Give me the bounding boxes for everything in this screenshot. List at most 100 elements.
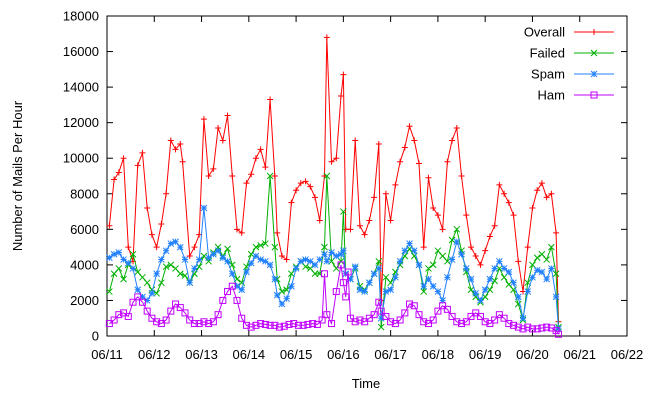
data-point-failed (453, 225, 461, 233)
data-point-overall (257, 146, 264, 153)
data-point-ham (552, 327, 560, 335)
series-line-spam (109, 207, 559, 329)
data-point-spam (167, 240, 175, 247)
data-point-failed (529, 261, 536, 269)
data-point-failed (500, 273, 508, 281)
data-point-overall (252, 155, 259, 162)
data-point-failed (311, 270, 319, 278)
data-point-ham (351, 318, 359, 326)
data-point-spam (323, 257, 331, 265)
data-point-spam (238, 286, 246, 294)
data-point-ham (505, 320, 513, 328)
data-point-spam (351, 263, 359, 271)
data-point-overall (210, 165, 217, 172)
data-point-overall (144, 205, 151, 211)
data-point-failed (375, 257, 383, 265)
x-tick-label: 06/17 (374, 347, 407, 362)
data-point-spam (302, 256, 309, 263)
data-point-ham (285, 320, 293, 328)
y-tick-label: 4000 (70, 257, 99, 272)
data-point-spam (555, 325, 562, 333)
data-point-spam (538, 268, 546, 276)
data-point-spam (510, 279, 517, 287)
y-tick-label: 18000 (63, 9, 99, 24)
data-point-ham (554, 330, 562, 338)
data-point-overall (283, 256, 290, 263)
data-point-spam (472, 289, 480, 297)
data-point-overall (439, 226, 446, 233)
data-point-overall (163, 190, 170, 197)
data-point-spam (500, 265, 508, 272)
data-point-ham (290, 320, 298, 328)
data-point-ham (346, 314, 354, 322)
data-point-ham (276, 323, 284, 331)
data-point-overall (312, 194, 318, 201)
data-point-overall (397, 158, 404, 165)
data-point-spam (486, 275, 494, 283)
data-point-failed (548, 243, 555, 251)
x-tick-label: 06/20 (516, 347, 549, 362)
data-point-spam (340, 247, 347, 255)
data-point-failed (153, 289, 160, 297)
y-tick-label: 8000 (70, 186, 99, 201)
data-point-overall (472, 253, 479, 259)
data-point-ham (448, 312, 456, 320)
data-point-ham (434, 307, 442, 315)
data-point-spam (467, 275, 475, 283)
data-point-overall (177, 141, 184, 147)
data-point-overall (371, 194, 378, 201)
data-point-failed (120, 275, 127, 283)
data-point-spam (370, 270, 378, 278)
x-tick-label: 06/14 (233, 347, 266, 362)
data-point-spam (366, 279, 373, 287)
data-point-ham (328, 320, 336, 328)
data-point-ham (320, 270, 328, 278)
data-point-ham (491, 316, 499, 324)
data-point-overall (297, 180, 304, 187)
data-point-ham (167, 307, 175, 315)
data-point-overall (333, 155, 340, 162)
data-point-ham (420, 318, 428, 326)
data-point-spam (415, 261, 423, 269)
data-point-spam (297, 257, 305, 265)
data-point-ham (370, 311, 378, 319)
legend-marker-failed (590, 49, 598, 57)
data-point-spam (491, 265, 498, 272)
data-point-overall (510, 212, 517, 219)
data-point-overall (205, 173, 212, 179)
data-point-ham (247, 323, 255, 331)
data-point-spam (387, 286, 394, 294)
data-point-ham (476, 312, 484, 320)
data-point-overall (134, 162, 141, 169)
data-point-spam (524, 288, 532, 295)
data-point-ham (294, 321, 302, 329)
data-point-spam (228, 270, 236, 278)
data-point-spam (519, 314, 527, 322)
data-point-ham (344, 268, 352, 276)
data-point-failed (129, 250, 137, 258)
data-point-overall (323, 34, 330, 41)
data-point-ham (110, 316, 118, 324)
data-point-failed (115, 265, 123, 272)
data-point-failed (252, 243, 260, 251)
data-point-spam (543, 275, 550, 283)
data-point-ham (205, 320, 213, 328)
legend-marker-spam (590, 70, 598, 78)
data-point-failed (496, 265, 503, 272)
data-point-overall (293, 187, 300, 194)
data-point-overall (387, 217, 394, 224)
x-tick-label: 06/11 (91, 347, 123, 362)
data-point-ham (252, 321, 260, 329)
legend-entry-ham: Ham (538, 88, 614, 103)
data-point-ham (214, 311, 222, 319)
x-tick-label: 06/12 (138, 347, 171, 362)
data-point-failed (143, 279, 151, 287)
data-point-spam (453, 238, 461, 246)
y-tick-label: 16000 (63, 44, 99, 59)
data-point-ham (533, 325, 541, 333)
data-point-overall (215, 125, 222, 131)
data-point-overall (139, 149, 146, 156)
data-point-ham (200, 318, 208, 326)
data-point-overall (382, 190, 389, 197)
legend-entry-overall: Overall (524, 25, 614, 40)
